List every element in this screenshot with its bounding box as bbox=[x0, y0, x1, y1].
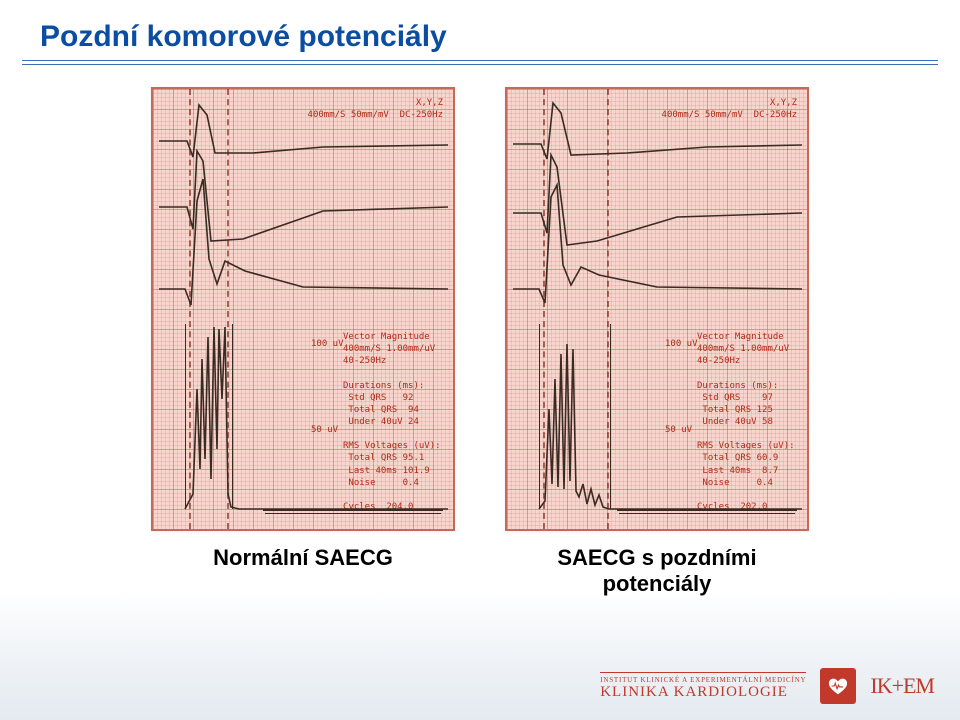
ecg-readout-right: Vector Magnitude 400mm/S 1.00mm/uV 40-25… bbox=[697, 331, 797, 513]
scale-50-right: 50 uV bbox=[665, 425, 692, 435]
ecg-panel-normal: X,Y,Z 400mm/S 50mm/mV DC-250Hz 100 uV 50… bbox=[151, 87, 455, 531]
scale-100-right: 100 uV bbox=[665, 339, 698, 349]
heart-icon bbox=[820, 668, 856, 704]
ecg-panels: X,Y,Z 400mm/S 50mm/mV DC-250Hz 100 uV 50… bbox=[0, 87, 960, 531]
caption-normal: Normální SAECG bbox=[151, 545, 455, 597]
scale-100-left: 100 uV bbox=[311, 339, 344, 349]
ecg-header-left: X,Y,Z 400mm/S 50mm/mV DC-250Hz bbox=[308, 97, 443, 121]
scale-50-left: 50 uV bbox=[311, 425, 338, 435]
institute-name: INSTITUT KLINICKÉ A EXPERIMENTÁLNÍ MEDIC… bbox=[600, 676, 806, 684]
page-title: Pozdní komorové potenciály bbox=[0, 0, 960, 60]
ikem-logo: IK+EM bbox=[870, 673, 934, 699]
institute-block: INSTITUT KLINICKÉ A EXPERIMENTÁLNÍ MEDIC… bbox=[600, 672, 806, 701]
captions: Normální SAECG SAECG s pozdními potenciá… bbox=[0, 545, 960, 597]
title-underline bbox=[22, 60, 938, 65]
footer: INSTITUT KLINICKÉ A EXPERIMENTÁLNÍ MEDIC… bbox=[600, 668, 934, 704]
clinic-name: KLINIKA KARDIOLOGIE bbox=[600, 684, 806, 701]
ecg-readout-left: Vector Magnitude 400mm/S 1.00mm/uV 40-25… bbox=[343, 331, 443, 513]
caption-late: SAECG s pozdními potenciály bbox=[505, 545, 809, 597]
ecg-panel-late: X,Y,Z 400mm/S 50mm/mV DC-250Hz 100 uV 50… bbox=[505, 87, 809, 531]
ecg-header-right: X,Y,Z 400mm/S 50mm/mV DC-250Hz bbox=[662, 97, 797, 121]
